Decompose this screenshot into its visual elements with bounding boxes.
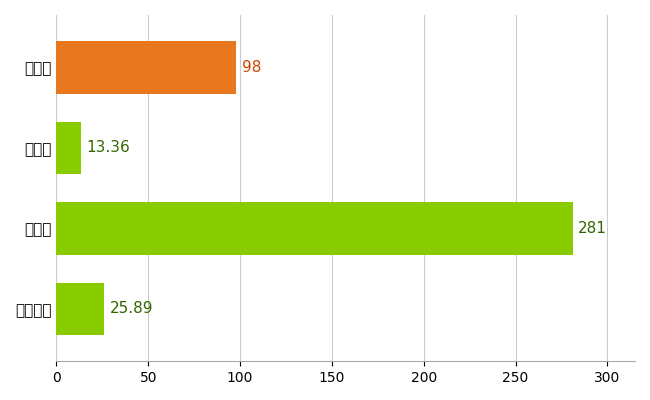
Text: 281: 281 <box>578 221 607 236</box>
Bar <box>57 41 237 94</box>
Text: 25.89: 25.89 <box>109 302 153 316</box>
Bar <box>57 283 104 335</box>
Bar <box>57 122 81 174</box>
Text: 98: 98 <box>242 60 261 75</box>
Bar <box>57 202 573 254</box>
Text: 13.36: 13.36 <box>86 140 130 155</box>
